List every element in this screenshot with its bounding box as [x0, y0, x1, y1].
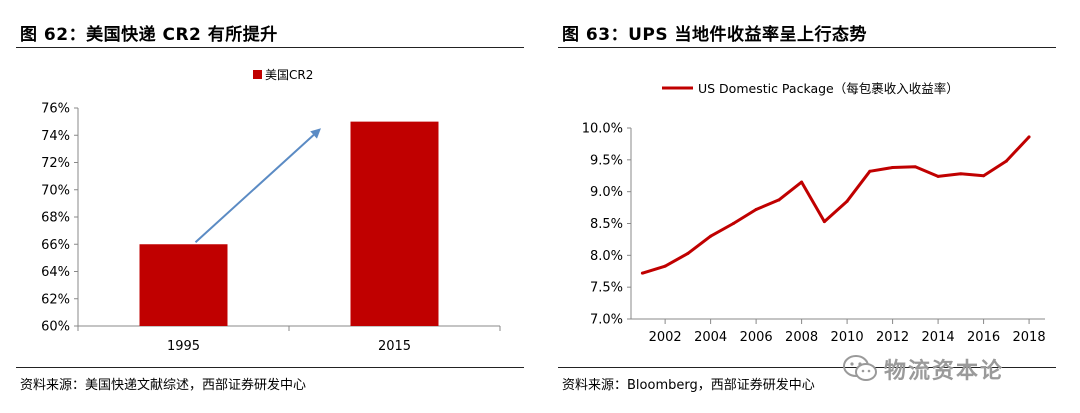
left-figure-panel: 图 62：美国快递 CR2 有所提升 美国CR2 60% 62% 64% 66% 68%… — [16, 25, 524, 393]
bar-y-axis: 60% 62% 64% 66% 68% 70% 72% 74% 76% — [41, 102, 79, 335]
bar-legend: 美国CR2 — [253, 68, 313, 82]
bar-y-tick-label: 64% — [41, 265, 70, 280]
line-point-2008 — [800, 180, 804, 184]
line-point-2014 — [936, 174, 940, 178]
line-point-2013 — [913, 165, 917, 169]
watermark: 物流资本论 — [842, 352, 1004, 386]
line-y-tick-label: 8.5% — [590, 217, 623, 232]
line-x-tick-label: 2016 — [967, 330, 1000, 345]
line-point-2005 — [731, 222, 735, 225]
line-y-tick-label: 7.0% — [590, 313, 623, 328]
line-point-2011 — [868, 169, 872, 173]
line-x-tick-label: 2002 — [649, 330, 682, 345]
line-point-2002 — [663, 264, 667, 268]
line-x-tick-label: 2006 — [740, 330, 773, 345]
left-source-rule — [16, 367, 524, 368]
bar-y-tick-label: 62% — [41, 292, 70, 307]
bar-marks: 1995 2015 — [139, 121, 439, 354]
left-source-note: 资料来源：美国快递文献综述，西部证券研发中心 — [20, 378, 307, 393]
line-point-2016 — [982, 174, 986, 178]
line-x-tick-label: 2004 — [694, 330, 727, 345]
bar-y-tick-label: 70% — [41, 183, 70, 198]
bar-y-tick-label: 74% — [41, 129, 70, 144]
line-point-2010 — [845, 199, 849, 203]
line-y-tick-label: 9.5% — [590, 153, 623, 168]
bar-2015 — [350, 121, 439, 326]
line-point-2012 — [891, 165, 895, 169]
right-source-note: 资料来源：Bloomberg，西部证券研发中心 — [562, 378, 815, 393]
line-x-tick-label: 2018 — [1013, 330, 1046, 345]
line-points — [640, 135, 1031, 275]
ups-yield-line-chart: US Domestic Package（每包裹收入收益率） 7.0% 7.5% 8.… — [582, 81, 1046, 345]
legend-label-us-domestic: US Domestic Package（每包裹收入收益率） — [698, 81, 959, 96]
bar-x-tick-label: 1995 — [167, 339, 200, 354]
line-y-tick-label: 10.0% — [582, 122, 623, 137]
line-x-tick-label: 2012 — [876, 330, 909, 345]
line-x-tick-label: 2010 — [831, 330, 864, 345]
line-legend: US Domestic Package（每包裹收入收益率） — [662, 81, 959, 96]
cr2-bar-chart: 美国CR2 60% 62% 64% 66% 68% 70% 72% 74% 76% 1995 20… — [41, 68, 501, 354]
bar-y-tick-label: 60% — [41, 320, 70, 335]
watermark-text: 物流资本论 — [884, 359, 1005, 384]
right-source-rule — [558, 367, 1056, 368]
line-x-axis: 2002 2004 2006 2008 2010 2012 2014 2016 2018 — [631, 318, 1046, 345]
right-figure-title: 图 63：UPS 当地件收益率呈上行态势 — [562, 25, 868, 45]
legend-label-cr2: 美国CR2 — [265, 68, 313, 82]
line-point-2001 — [640, 271, 644, 275]
line-point-2006 — [754, 207, 758, 211]
series-line-us-domestic — [641, 135, 1031, 275]
wechat-icon — [843, 355, 877, 381]
left-title-rule — [16, 47, 524, 48]
line-point-2004 — [709, 234, 713, 238]
line-y-tick-label: 9.0% — [590, 185, 623, 200]
line-point-2003 — [686, 251, 690, 255]
line-point-2007 — [777, 198, 781, 202]
legend-swatch-cr2 — [253, 70, 262, 79]
line-y-axis: 7.0% 7.5% 8.0% 8.5% 9.0% 9.5% 10.0% — [582, 122, 632, 328]
trend-arrow — [194, 128, 321, 243]
line-y-tick-label: 8.0% — [590, 249, 623, 264]
bar-y-tick-label: 72% — [41, 156, 70, 171]
line-point-2018 — [1027, 135, 1031, 139]
bar-1995 — [139, 244, 228, 326]
line-point-2015 — [959, 172, 963, 176]
right-title-rule — [558, 47, 1056, 48]
right-figure-panel: 图 63：UPS 当地件收益率呈上行态势 US Domestic Package… — [540, 0, 1080, 413]
left-figure-title: 图 62：美国快递 CR2 有所提升 — [20, 25, 278, 45]
bar-x-tick-label: 2015 — [378, 339, 411, 354]
line-point-2009 — [822, 220, 826, 224]
line-x-tick-label: 2014 — [922, 330, 955, 345]
bar-y-tick-label: 68% — [41, 211, 70, 226]
bar-x-axis — [77, 325, 501, 331]
bar-y-tick-label: 66% — [41, 238, 70, 253]
line-x-tick-label: 2008 — [785, 330, 818, 345]
bar-y-tick-label: 76% — [41, 102, 70, 117]
line-point-2017 — [1004, 159, 1008, 163]
line-y-tick-label: 7.5% — [590, 281, 623, 296]
